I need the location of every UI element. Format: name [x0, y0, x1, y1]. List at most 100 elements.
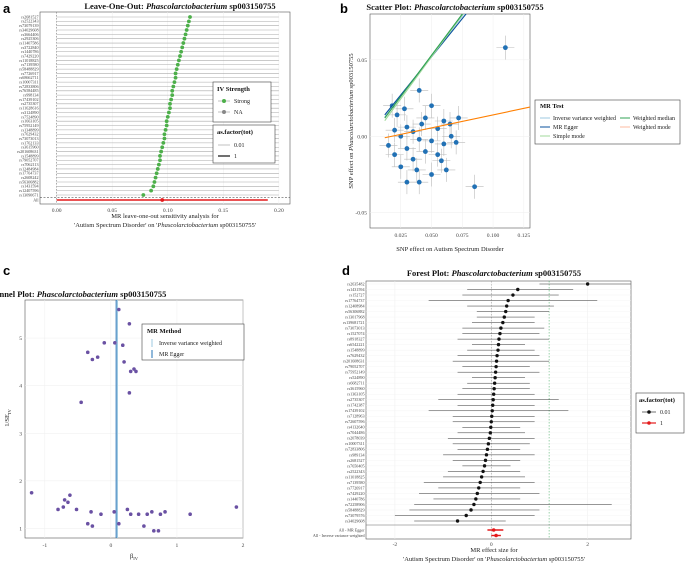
panel-b-point [448, 133, 454, 139]
panel-b-point [419, 121, 425, 127]
panel-a-legend-factor: as.factor(tot) 0.01 1 [212, 124, 276, 164]
panel-d-point [475, 491, 479, 496]
panel-a-snp-label: rs76584485 [19, 88, 38, 93]
panel-a-point [162, 132, 167, 137]
panel-a-point [154, 171, 159, 176]
panel-a-snp-label: rs1663105 [21, 119, 38, 124]
panel-b-ylabel: SNP effect on Phascolarctobacterium sp00… [348, 53, 355, 188]
legend-simple-mode: Simple mode [553, 134, 585, 140]
panel-c-point [234, 505, 239, 509]
panel-a-snp-label: rs1762133 [21, 140, 38, 145]
panel-d-snp-label: rs2522343 [347, 469, 364, 474]
panel-d-snp-label: rs13017968 [345, 314, 364, 319]
panel-c-point [89, 510, 93, 514]
panel-d-snp-label: rs1363105 [347, 392, 364, 397]
panel-c-point [127, 391, 132, 395]
legend-c-ivw: Inverse variance weighted [159, 341, 222, 347]
panel-a-snp-label: rs7629432 [21, 132, 38, 137]
panel-d-snp-label: rs75952149 [345, 370, 364, 375]
panel-a-snp-label: rs7726917 [21, 71, 38, 76]
panel-d-point [483, 458, 488, 463]
panel-b-point [435, 126, 441, 132]
panel-a-snp-label: rs2925306 [21, 36, 38, 41]
panel-a-snp-label: rs3615960 [21, 145, 38, 150]
legend-na-marker [222, 110, 226, 114]
panel-d-xlabel-line1: MR effect size for [470, 547, 518, 554]
panel-d-point [492, 381, 497, 385]
panel-c-point [117, 521, 121, 526]
legend-d-black-marker [647, 410, 651, 414]
panel-d-point [493, 370, 498, 374]
panel-b-point [435, 152, 441, 158]
panel-a-point [188, 15, 192, 19]
panel-b-point [392, 127, 398, 133]
panel-c-point [68, 493, 72, 497]
panel-d-snp-label: rs17764737 [345, 298, 364, 303]
panel-a-snp-label: rs2681527 [21, 14, 38, 19]
panel-a-snp-label: rs7139580 [21, 62, 38, 67]
panel-d-snp-label: rs12408984 [345, 303, 364, 308]
panel-a-point [164, 119, 169, 124]
panel-a-point [164, 123, 169, 128]
panel-a-snp-label: rs56306882 [19, 179, 38, 184]
panel-b-xtick: 0.050 [425, 233, 438, 239]
panel-a-snp-label: rs1348899 [21, 127, 38, 132]
panel-d-point [491, 398, 495, 402]
panel-d-point [511, 293, 515, 297]
panel-d-snp-label: rs72258906 [345, 502, 364, 507]
panel-c-point [156, 529, 161, 533]
panel-a-snp-label: rs11018825 [19, 58, 38, 63]
panel-c-xlabel: βIV [130, 553, 139, 561]
panel-c-point [120, 343, 125, 348]
panel-d-snp-label: rs34029608 [345, 518, 364, 523]
panel-d-snp-label: rs73079576 [345, 513, 364, 518]
panel-d-point [490, 414, 494, 418]
panel-b-point [456, 115, 462, 121]
panel-b-point [404, 146, 410, 151]
panel-c-ytick: 3 [19, 431, 22, 437]
panel-c-point [95, 355, 100, 359]
panel-a-point [155, 167, 160, 171]
panel-d-snp-label: rs524890 [349, 375, 364, 380]
panel-b-point [394, 112, 400, 118]
panel-a-xtick: 0.10 [163, 208, 173, 214]
legend-weighted-median: Weighted median [633, 116, 675, 122]
panel-a-snp-label: rs58488829 [19, 66, 38, 71]
panel-a-all-point [160, 198, 165, 202]
legend-ivw: Inverse variance weighted [553, 116, 616, 122]
panel-d-xtick: 0 [490, 542, 493, 548]
panel-b-point [402, 106, 407, 112]
panel-a-snp-label: rs73073013 [19, 136, 38, 141]
panel-d-plot-area [365, 280, 632, 540]
panel-a-point [180, 45, 185, 50]
panel-a-snp-label: rs34029608 [19, 27, 38, 32]
panel-b-xtick: 0.125 [518, 233, 531, 239]
panel-a-point [152, 180, 157, 184]
panel-d-snp-label: rs7044486 [347, 430, 364, 435]
panel-a-point [183, 32, 188, 37]
panel-d-point [486, 442, 491, 446]
panel-d-snp-label: rs7629432 [347, 353, 364, 358]
panel-d-snp-label: rs1548899 [347, 348, 364, 353]
panel-c-point [117, 307, 121, 312]
panel-a: a Leave-One-Out: Phascolarctobacterium s… [3, 1, 291, 229]
panel-a-snp-label: rs75952149 [19, 123, 38, 128]
panel-d-point [455, 519, 460, 523]
panel-a-snp-label: rs7062113 [21, 162, 38, 167]
panel-a-point [179, 49, 184, 54]
panel-b-xtick: 0.025 [394, 233, 407, 239]
panel-a-point [156, 162, 161, 167]
panel-d-snp-label: rs1742387 [347, 403, 364, 408]
legend-factor-001: 0.01 [234, 143, 245, 149]
legend-d-title: as.factor(tot) [639, 397, 675, 404]
panel-a-point [176, 58, 181, 63]
panel-b-point [429, 138, 434, 144]
panel-d-snp-label: rs11018825 [345, 474, 364, 479]
panel-d-snp-label: rs58488829 [345, 507, 364, 512]
legend-c-egger: MR Egger [159, 352, 184, 358]
panel-d-point [482, 464, 487, 468]
panel-b-point [441, 118, 447, 124]
panel-a-point [178, 54, 182, 58]
panel-d-snp-label: rs7139580 [347, 480, 364, 485]
panel-a-point [175, 62, 180, 67]
